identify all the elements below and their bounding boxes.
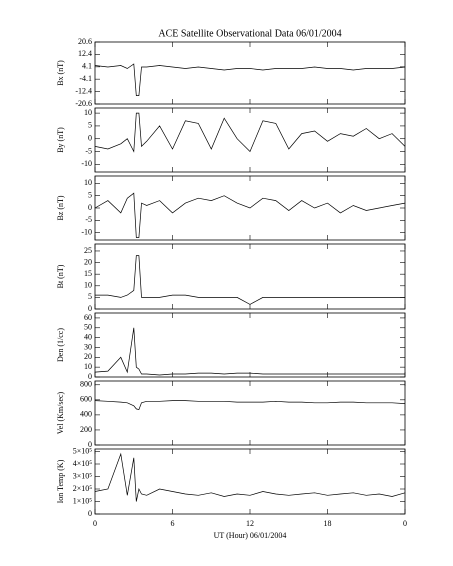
y-tick-label: -10 [81,227,92,236]
y-tick-label: -12.4 [75,86,92,95]
y-tick-label: 10 [84,281,92,290]
y-tick-label: 0 [88,440,92,449]
y-axis-label: Bz (nT) [56,195,65,220]
y-tick-label: 20 [84,352,92,361]
y-tick-label: -5 [85,146,92,155]
panel-frame [94,107,406,173]
y-tick-label: -10 [81,159,92,168]
y-tick-label: 600 [80,395,92,404]
panel-frame [94,243,406,310]
y-tick-label: -4.1 [79,74,92,83]
y-tick-label: 60 [84,313,92,322]
y-tick-label: 1×10⁵ [73,496,93,505]
data-line [94,63,406,96]
x-tick-label: 0 [93,519,97,528]
y-tick-label: 5 [88,191,92,200]
y-tick-label: 4×10⁵ [73,459,93,468]
y-tick-label: 0 [88,134,92,143]
y-tick-label: 10 [84,108,92,117]
y-tick-label: 30 [84,342,92,351]
y-tick-label: 5×10⁵ [73,446,93,455]
data-line [94,112,406,153]
x-tick-label: 6 [171,519,175,528]
y-tick-label: 10 [84,362,92,371]
y-axis-label: By (nT) [56,127,65,153]
panel-frame [94,41,406,105]
data-line [94,192,406,238]
data-line [94,327,405,376]
y-tick-label: 0 [88,203,92,212]
y-tick-label: 5 [88,121,92,130]
y-tick-label: 4.1 [82,62,92,71]
panel-frame [94,448,406,515]
y-tick-label: 40 [84,332,92,341]
y-axis-label: Bx (nT) [56,60,65,86]
y-tick-label: 12.4 [78,49,92,58]
y-tick-label: 15 [84,269,92,278]
y-tick-label: -5 [85,215,92,224]
panel-frame [94,380,406,446]
x-axis-label: UT (Hour) 06/01/2004 [214,531,287,540]
panel-frame [94,312,406,378]
data-line [94,452,406,502]
y-tick-label: -20.6 [75,99,92,108]
y-tick-label: 0 [88,509,92,518]
y-tick-label: 2×10⁵ [73,484,93,493]
y-tick-label: 50 [84,323,92,332]
y-tick-label: 10 [84,178,92,187]
y-tick-label: 200 [80,425,92,434]
x-tick-label: 0 [403,519,407,528]
chart-title: ACE Satellite Observational Data 06/01/2… [158,28,341,39]
y-tick-label: 0 [88,372,92,381]
data-line [94,400,406,411]
y-axis-label: Bt (nT) [56,264,65,288]
y-tick-label: 800 [80,380,92,389]
y-axis-label: Vel (Km/sec) [56,391,65,434]
y-axis-label: Den (1/cc) [56,328,65,362]
y-tick-label: 400 [80,410,92,419]
y-tick-label: 3×10⁵ [73,471,93,480]
y-tick-label: 20 [84,257,92,266]
y-tick-label: 0 [88,304,92,313]
data-line [95,255,405,305]
x-tick-label: 18 [324,519,332,528]
x-tick-label: 12 [246,519,254,528]
y-tick-label: 25 [84,246,92,255]
y-tick-label: 20.6 [78,37,92,46]
y-tick-label: 5 [88,292,92,301]
y-axis-label: Ion Temp (K) [56,459,65,503]
